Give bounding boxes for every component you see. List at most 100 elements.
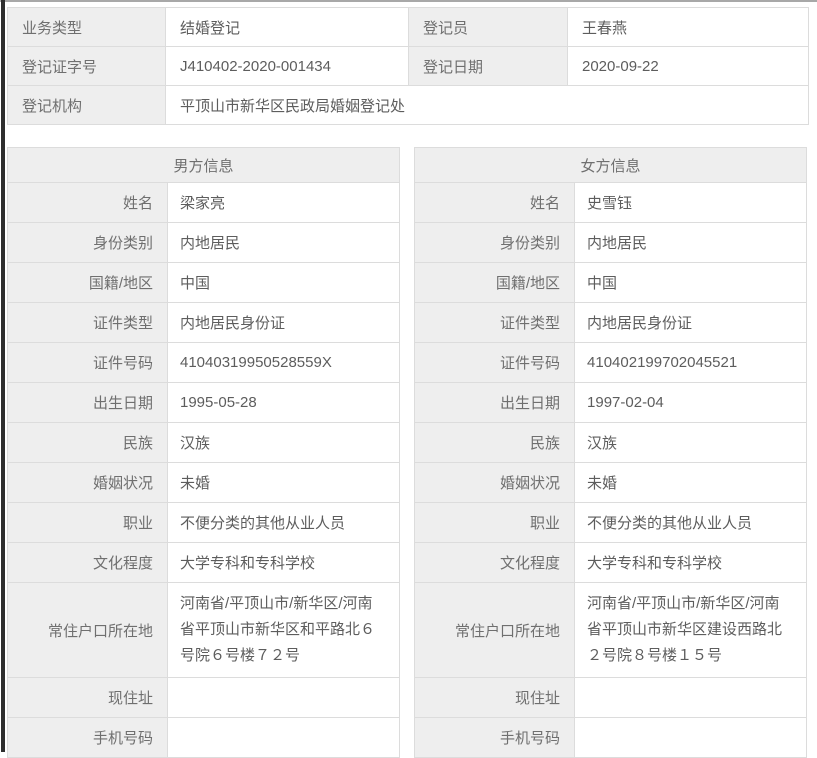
table-row: 常住户口所在地 河南省/平顶山市/新华区/河南省平顶山市新华区和平路北６号院６号楼… [7, 582, 401, 678]
table-row: 业务类型 结婚登记 登记员 王春燕 [7, 7, 809, 47]
field-value: 内地居民 [166, 222, 401, 263]
table-row: 女方信息 [414, 147, 808, 183]
field-label: 婚姻状况 [7, 462, 168, 503]
field-label: 职业 [7, 502, 168, 543]
field-value: 河南省/平顶山市/新华区/河南省平顶山市新华区建设西路北２号院８号楼１５号 [574, 582, 808, 678]
table-row: 民族 汉族 [7, 422, 401, 463]
field-value-cert-number: J410402-2020-001434 [165, 46, 409, 86]
field-label: 常住户口所在地 [7, 582, 168, 678]
field-label: 民族 [414, 422, 576, 463]
field-label: 现住址 [7, 677, 168, 718]
table-row: 国籍/地区 中国 [414, 262, 808, 303]
field-value: 汉族 [574, 422, 808, 463]
table-row: 文化程度 大学专科和专科学校 [414, 542, 808, 583]
field-label: 婚姻状况 [414, 462, 576, 503]
field-value [574, 677, 808, 718]
field-value: 汉族 [166, 422, 401, 463]
field-value: 内地居民身份证 [166, 302, 401, 343]
field-label-registration-office: 登记机构 [7, 85, 166, 125]
field-value: 未婚 [166, 462, 401, 503]
field-value: 中国 [166, 262, 401, 303]
table-row: 身份类别 内地居民 [414, 222, 808, 263]
field-label: 姓名 [414, 182, 576, 223]
table-row: 身份类别 内地居民 [7, 222, 401, 263]
table-row: 出生日期 1995-05-28 [7, 382, 401, 423]
field-value: 410402199702045521 [574, 342, 808, 383]
field-label: 出生日期 [7, 382, 168, 423]
window-left-edge [1, 0, 5, 752]
table-row: 民族 汉族 [414, 422, 808, 463]
table-row: 国籍/地区 中国 [7, 262, 401, 303]
field-value: 不便分类的其他从业人员 [166, 502, 401, 543]
table-row: 职业 不便分类的其他从业人员 [7, 502, 401, 543]
field-value-registration-office: 平顶山市新华区民政局婚姻登记处 [165, 85, 809, 125]
field-value: 不便分类的其他从业人员 [574, 502, 808, 543]
field-label: 文化程度 [414, 542, 576, 583]
table-row: 现住址 [7, 677, 401, 718]
female-info-table: 女方信息 姓名 史雪钰 身份类别 内地居民 国籍/地区 中国 证件类型 内地居民身份证 … [414, 147, 808, 758]
table-row: 登记证字号 J410402-2020-001434 登记日期 2020-09-2… [7, 46, 809, 86]
field-value-registrar: 王春燕 [567, 7, 809, 47]
field-label: 身份类别 [7, 222, 168, 263]
field-label: 手机号码 [414, 717, 576, 758]
field-value: 大学专科和专科学校 [166, 542, 401, 583]
field-label: 文化程度 [7, 542, 168, 583]
male-info-title: 男方信息 [6, 147, 401, 183]
field-label: 身份类别 [414, 222, 576, 263]
field-value: 河南省/平顶山市/新华区/河南省平顶山市新华区和平路北６号院６号楼７２号 [166, 582, 401, 678]
field-label-cert-number: 登记证字号 [7, 46, 166, 86]
field-label: 民族 [7, 422, 168, 463]
table-row: 证件类型 内地居民身份证 [7, 302, 401, 343]
field-label: 常住户口所在地 [414, 582, 576, 678]
table-row: 证件号码 410402199702045521 [414, 342, 808, 383]
field-label: 证件类型 [7, 302, 168, 343]
field-value: 内地居民 [574, 222, 808, 263]
window-top-edge [0, 0, 817, 2]
field-value-business-type: 结婚登记 [165, 7, 409, 47]
table-row: 常住户口所在地 河南省/平顶山市/新华区/河南省平顶山市新华区建设西路北２号院８号… [414, 582, 808, 678]
table-row: 文化程度 大学专科和专科学校 [7, 542, 401, 583]
field-value: 史雪钰 [574, 182, 808, 223]
field-label: 手机号码 [7, 717, 168, 758]
marriage-registration-record: 业务类型 结婚登记 登记员 王春燕 登记证字号 J410402-2020-001… [6, 7, 809, 758]
field-label: 证件号码 [414, 342, 576, 383]
field-label: 姓名 [7, 182, 168, 223]
field-value: 内地居民身份证 [574, 302, 808, 343]
table-row: 姓名 史雪钰 [414, 182, 808, 223]
table-row: 证件类型 内地居民身份证 [414, 302, 808, 343]
field-label: 国籍/地区 [414, 262, 576, 303]
field-label: 现住址 [414, 677, 576, 718]
field-value-registration-date: 2020-09-22 [567, 46, 809, 86]
field-label: 证件类型 [414, 302, 576, 343]
field-value: 41040319950528559X [166, 342, 401, 383]
table-row: 手机号码 [414, 717, 808, 758]
field-label-business-type: 业务类型 [7, 7, 166, 47]
parties-info: 男方信息 姓名 梁家亮 身份类别 内地居民 国籍/地区 中国 证件类型 内地居民身份证 … [6, 147, 808, 758]
table-row: 婚姻状况 未婚 [7, 462, 401, 503]
field-label: 职业 [414, 502, 576, 543]
field-value: 1995-05-28 [166, 382, 401, 423]
field-value [574, 717, 808, 758]
field-label-registrar: 登记员 [408, 7, 568, 47]
table-row: 登记机构 平顶山市新华区民政局婚姻登记处 [7, 85, 809, 125]
field-value: 大学专科和专科学校 [574, 542, 808, 583]
table-row: 手机号码 [7, 717, 401, 758]
table-row: 证件号码 41040319950528559X [7, 342, 401, 383]
field-value: 未婚 [574, 462, 808, 503]
field-label: 出生日期 [414, 382, 576, 423]
female-info-title: 女方信息 [414, 147, 808, 183]
field-label: 证件号码 [7, 342, 168, 383]
field-label: 国籍/地区 [7, 262, 168, 303]
field-value: 梁家亮 [166, 182, 401, 223]
field-value [166, 677, 401, 718]
table-row: 男方信息 [6, 147, 401, 183]
table-row: 职业 不便分类的其他从业人员 [414, 502, 808, 543]
table-row: 姓名 梁家亮 [7, 182, 401, 223]
field-label-registration-date: 登记日期 [408, 46, 568, 86]
field-value: 中国 [574, 262, 808, 303]
table-row: 婚姻状况 未婚 [414, 462, 808, 503]
field-value: 1997-02-04 [574, 382, 808, 423]
registration-summary-table: 业务类型 结婚登记 登记员 王春燕 登记证字号 J410402-2020-001… [7, 7, 809, 125]
male-info-table: 男方信息 姓名 梁家亮 身份类别 内地居民 国籍/地区 中国 证件类型 内地居民身份证 … [6, 147, 401, 758]
table-row: 现住址 [414, 677, 808, 718]
